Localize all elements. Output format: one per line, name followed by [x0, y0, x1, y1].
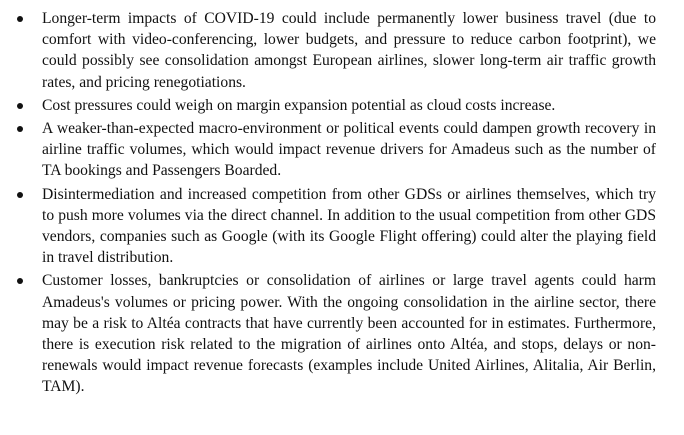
bullet-text: A weaker-than-expected macro-environment…: [42, 120, 656, 180]
bullet-item-covid-impacts: Longer-term impacts of COVID-19 could in…: [0, 8, 684, 93]
bullet-item-disintermediation: Disintermediation and increased competit…: [0, 184, 684, 269]
bullet-text: Cost pressures could weigh on margin exp…: [42, 96, 556, 114]
bullet-dot-icon: [17, 191, 23, 198]
bullet-dot-icon: [17, 126, 23, 133]
bullet-item-macro-environment: A weaker-than-expected macro-environment…: [0, 118, 684, 182]
bullet-item-customer-losses: Customer losses, bankruptcies or consoli…: [0, 270, 684, 397]
bullet-dot-icon: [17, 102, 23, 109]
bullet-dot-icon: [17, 278, 23, 285]
bullet-text: Longer-term impacts of COVID-19 could in…: [42, 10, 656, 91]
bullet-text: Customer losses, bankruptcies or consoli…: [42, 272, 656, 396]
bullet-text: Disintermediation and increased competit…: [42, 185, 656, 267]
risk-bullet-list: Longer-term impacts of COVID-19 could in…: [0, 8, 684, 400]
bullet-item-cost-pressures: Cost pressures could weigh on margin exp…: [0, 95, 684, 116]
bullet-dot-icon: [17, 16, 23, 22]
